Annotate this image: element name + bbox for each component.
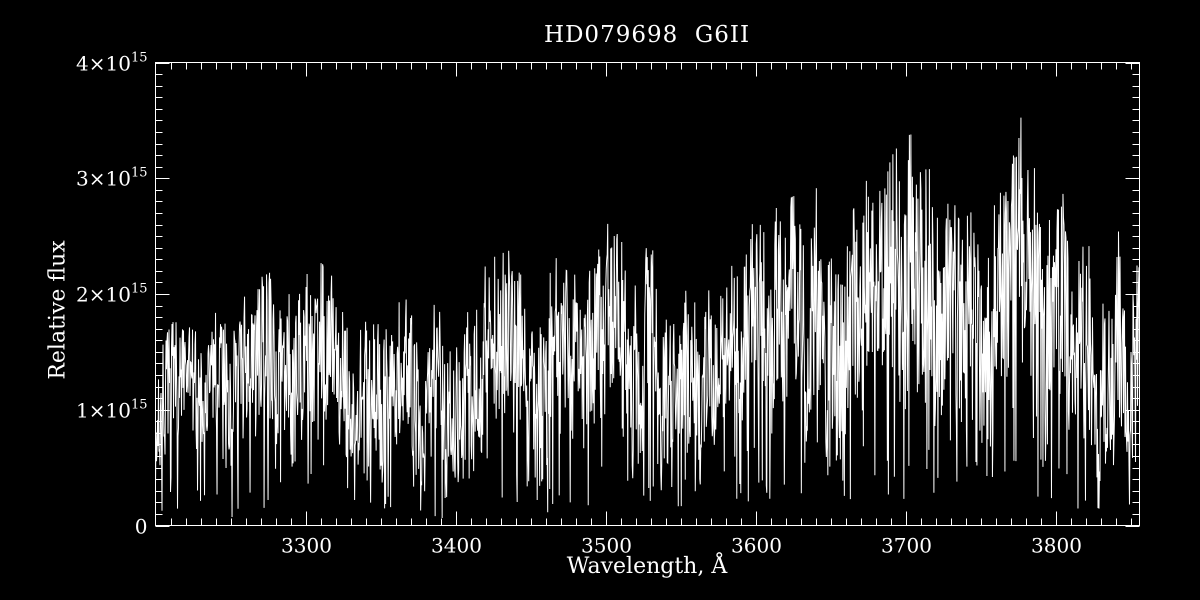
chart-title: HD079698 G6II bbox=[543, 22, 751, 48]
x-tick-label: 3500 bbox=[581, 534, 632, 558]
x-axis-label: Wavelength, Å bbox=[566, 554, 728, 579]
x-tick-label: 3400 bbox=[431, 534, 482, 558]
x-tick-label: 3700 bbox=[881, 534, 932, 558]
spectrum-line bbox=[155, 117, 1140, 519]
x-tick-label: 3300 bbox=[281, 534, 332, 558]
y-tick-label: 2×1015 bbox=[76, 282, 147, 307]
y-tick-label: 1×1015 bbox=[76, 398, 147, 423]
y-tick-label: 0 bbox=[135, 515, 148, 539]
y-tick-label: 3×1015 bbox=[76, 166, 147, 191]
x-tick-label: 3600 bbox=[731, 534, 782, 558]
x-tick-label: 3800 bbox=[1031, 534, 1082, 558]
y-tick-label: 4×1015 bbox=[76, 51, 147, 76]
